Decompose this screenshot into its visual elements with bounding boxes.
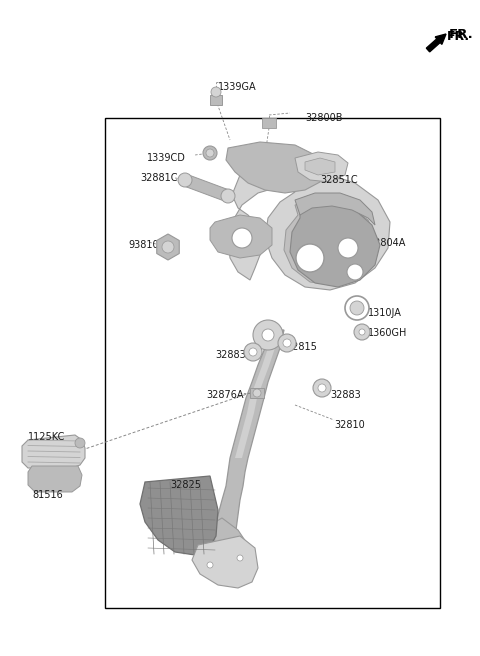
Text: 1310JA: 1310JA (368, 308, 402, 318)
Text: 1339GA: 1339GA (218, 82, 257, 92)
Polygon shape (22, 435, 85, 468)
Text: 32810: 32810 (334, 420, 365, 430)
Circle shape (75, 438, 85, 448)
Polygon shape (228, 168, 390, 290)
Polygon shape (140, 476, 218, 555)
Text: 32883: 32883 (330, 390, 361, 400)
Circle shape (354, 324, 370, 340)
Circle shape (313, 379, 331, 397)
Circle shape (350, 301, 364, 315)
Text: 1125KC: 1125KC (28, 432, 65, 442)
Polygon shape (215, 330, 284, 530)
Text: 32883: 32883 (215, 350, 246, 360)
Bar (262, 118, 276, 128)
Text: 1339CD: 1339CD (147, 153, 186, 163)
Polygon shape (192, 536, 258, 588)
Circle shape (347, 264, 363, 280)
Text: 1360GH: 1360GH (368, 328, 408, 338)
Circle shape (338, 238, 358, 258)
Polygon shape (305, 158, 335, 175)
Circle shape (345, 296, 369, 320)
Polygon shape (290, 203, 380, 287)
Polygon shape (205, 518, 252, 572)
Circle shape (262, 329, 274, 341)
Circle shape (178, 173, 192, 187)
Bar (105, 118, 440, 608)
Circle shape (253, 389, 261, 397)
Polygon shape (284, 198, 378, 285)
Polygon shape (28, 466, 82, 492)
Circle shape (206, 149, 214, 157)
Polygon shape (235, 330, 278, 458)
Circle shape (244, 343, 262, 361)
Circle shape (211, 87, 221, 97)
Text: 32876A: 32876A (206, 390, 243, 400)
Circle shape (162, 241, 174, 253)
Circle shape (296, 244, 324, 272)
Circle shape (278, 334, 296, 352)
Text: 93810A: 93810A (128, 240, 165, 250)
Text: 32804A: 32804A (368, 238, 406, 248)
Text: FR.: FR. (449, 28, 474, 41)
Circle shape (318, 384, 326, 392)
Bar (210, 95, 222, 105)
Text: 32881C: 32881C (140, 173, 178, 183)
Circle shape (221, 189, 235, 203)
Circle shape (232, 228, 252, 248)
Circle shape (359, 329, 365, 335)
Circle shape (237, 555, 243, 561)
Text: 32851C: 32851C (320, 175, 358, 185)
Polygon shape (226, 142, 325, 193)
Text: 32825: 32825 (170, 480, 201, 490)
Circle shape (207, 562, 213, 568)
Circle shape (253, 320, 283, 350)
Polygon shape (183, 174, 230, 201)
Circle shape (283, 339, 291, 347)
Circle shape (249, 348, 257, 356)
Text: 32815: 32815 (286, 342, 317, 352)
Bar (250, 388, 264, 398)
Polygon shape (210, 215, 272, 258)
Polygon shape (295, 193, 375, 225)
Polygon shape (295, 152, 348, 182)
Text: FR.: FR. (447, 30, 470, 43)
FancyArrow shape (426, 34, 446, 52)
Circle shape (203, 146, 217, 160)
Text: 81516: 81516 (32, 490, 63, 500)
Text: 32800B: 32800B (305, 113, 343, 123)
